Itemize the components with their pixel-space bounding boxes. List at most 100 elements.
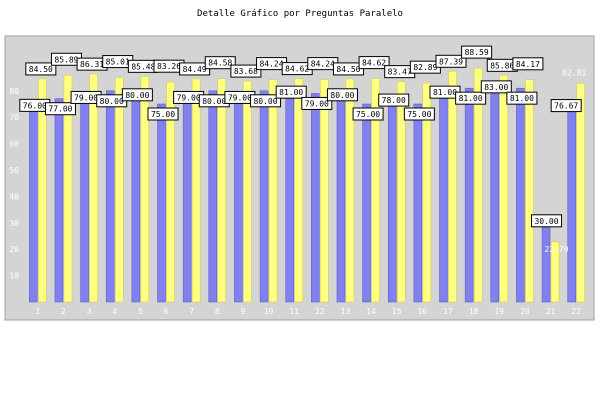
data-label-a: 80.00 (202, 97, 226, 106)
bar-series-a (80, 93, 89, 303)
data-label-b: 83.68 (234, 67, 258, 76)
data-label-a: 75.00 (151, 110, 175, 119)
bar-series-a (567, 99, 576, 303)
x-tick-label: 11 (289, 307, 299, 316)
bar-series-b (243, 80, 252, 303)
bar-series-a (182, 93, 192, 303)
data-label-a-box (147, 107, 179, 121)
data-label-a-box (301, 96, 333, 110)
bar-series-a (285, 87, 294, 303)
x-tick-label: 4 (112, 307, 117, 316)
data-label-b-box (230, 64, 262, 78)
bar-series-b (89, 73, 98, 303)
bar-series-a (490, 82, 500, 303)
data-label-a: 79.00 (228, 93, 252, 102)
bar-series-b (294, 78, 303, 303)
data-label-a: 80.00 (330, 91, 354, 100)
data-label-b: 85.89 (54, 55, 78, 64)
x-tick-label: 21 (546, 307, 556, 316)
bar-series-b (140, 76, 150, 303)
data-label-a: 81.00 (459, 94, 483, 103)
data-label-b: 84.58 (208, 59, 232, 68)
x-tick-label: 17 (443, 307, 453, 316)
bar-series-a (387, 95, 397, 303)
data-label-a-box (531, 214, 563, 228)
data-label-a: 75.00 (356, 110, 380, 119)
data-label-b: 86.31 (80, 60, 104, 69)
y-tick-label: 40 (9, 192, 19, 201)
x-tick-label: 8 (215, 307, 220, 316)
bar-series-b (396, 81, 406, 303)
bar-series-b (114, 77, 124, 303)
data-label-b-box (512, 57, 544, 71)
data-label-b-box (25, 62, 57, 76)
data-label-a-box (480, 80, 512, 94)
data-label-a-box (250, 94, 282, 108)
data-label-a-box (455, 91, 487, 105)
x-tick-label: 1 (35, 307, 40, 316)
y-tick-label: 60 (9, 140, 19, 149)
data-label-a-box (275, 85, 307, 99)
bar-series-b (576, 83, 585, 303)
bar-series-a (131, 90, 141, 303)
data-label-a: 81.00 (279, 88, 303, 97)
data-label-a: 76.67 (554, 102, 578, 111)
bar-series-b (268, 79, 278, 303)
bar-series-b (422, 82, 432, 303)
data-label-b-box (461, 45, 493, 59)
data-label-a-box (550, 99, 582, 113)
x-tick-label: 19 (494, 307, 504, 316)
bar-series-a (439, 87, 448, 303)
bar-series-b (320, 79, 329, 303)
data-label-a-box (352, 107, 384, 121)
data-label-b: 22.79 (544, 245, 568, 254)
bar-series-a (336, 90, 346, 303)
data-label-a: 81.00 (433, 88, 457, 97)
data-label-a-box (121, 88, 153, 102)
data-label-a: 79.00 (305, 99, 329, 108)
bar-series-b (499, 75, 509, 303)
bar-series-b (191, 78, 201, 303)
data-label-a-box (44, 102, 76, 116)
bar-series-a (29, 101, 38, 303)
x-tick-label: 15 (392, 307, 402, 316)
y-tick-label: 70 (9, 113, 19, 122)
bar-series-a (516, 87, 525, 303)
data-label-a: 80.00 (125, 91, 149, 100)
bar-series-a (234, 93, 243, 303)
bar-series-a (464, 87, 474, 303)
data-label-a-box (403, 107, 435, 121)
data-label-b: 84.49 (183, 65, 207, 74)
bar-series-a (413, 103, 423, 303)
data-label-b: 88.59 (465, 48, 489, 57)
data-label-b: 84.24 (259, 60, 283, 69)
data-label-a: 77.00 (48, 105, 72, 114)
data-label-b: 84.50 (336, 65, 360, 74)
data-label-b: 84.62 (362, 59, 386, 68)
data-label-a: 80.00 (253, 97, 277, 106)
data-label-b: 85.01 (106, 58, 130, 67)
data-label-a-box (378, 93, 410, 107)
data-label-b: 84.17 (516, 60, 540, 69)
y-tick-label: 80 (9, 87, 19, 96)
y-tick-label: 20 (9, 245, 19, 254)
bar-series-a (157, 103, 166, 303)
bar-series-b (38, 78, 47, 303)
data-label-b-box (358, 56, 390, 70)
data-label-a: 30.00 (534, 217, 558, 226)
data-label-a-box (506, 91, 538, 105)
data-label-b: 82.89 (413, 63, 437, 72)
bar-series-b (166, 81, 175, 303)
data-label-a: 79.00 (177, 93, 201, 102)
data-label-a: 79.00 (74, 93, 98, 102)
data-label-a: 80.00 (100, 97, 124, 106)
data-label-a-box (326, 88, 358, 102)
data-label-a: 75.00 (407, 110, 431, 119)
x-tick-label: 10 (264, 307, 274, 316)
data-label-b: 84.50 (29, 65, 53, 74)
data-label-a: 83.00 (484, 83, 508, 92)
bar-series-a (259, 90, 269, 303)
bar-series-a (54, 98, 64, 303)
data-label-b: 85.86 (490, 61, 514, 70)
